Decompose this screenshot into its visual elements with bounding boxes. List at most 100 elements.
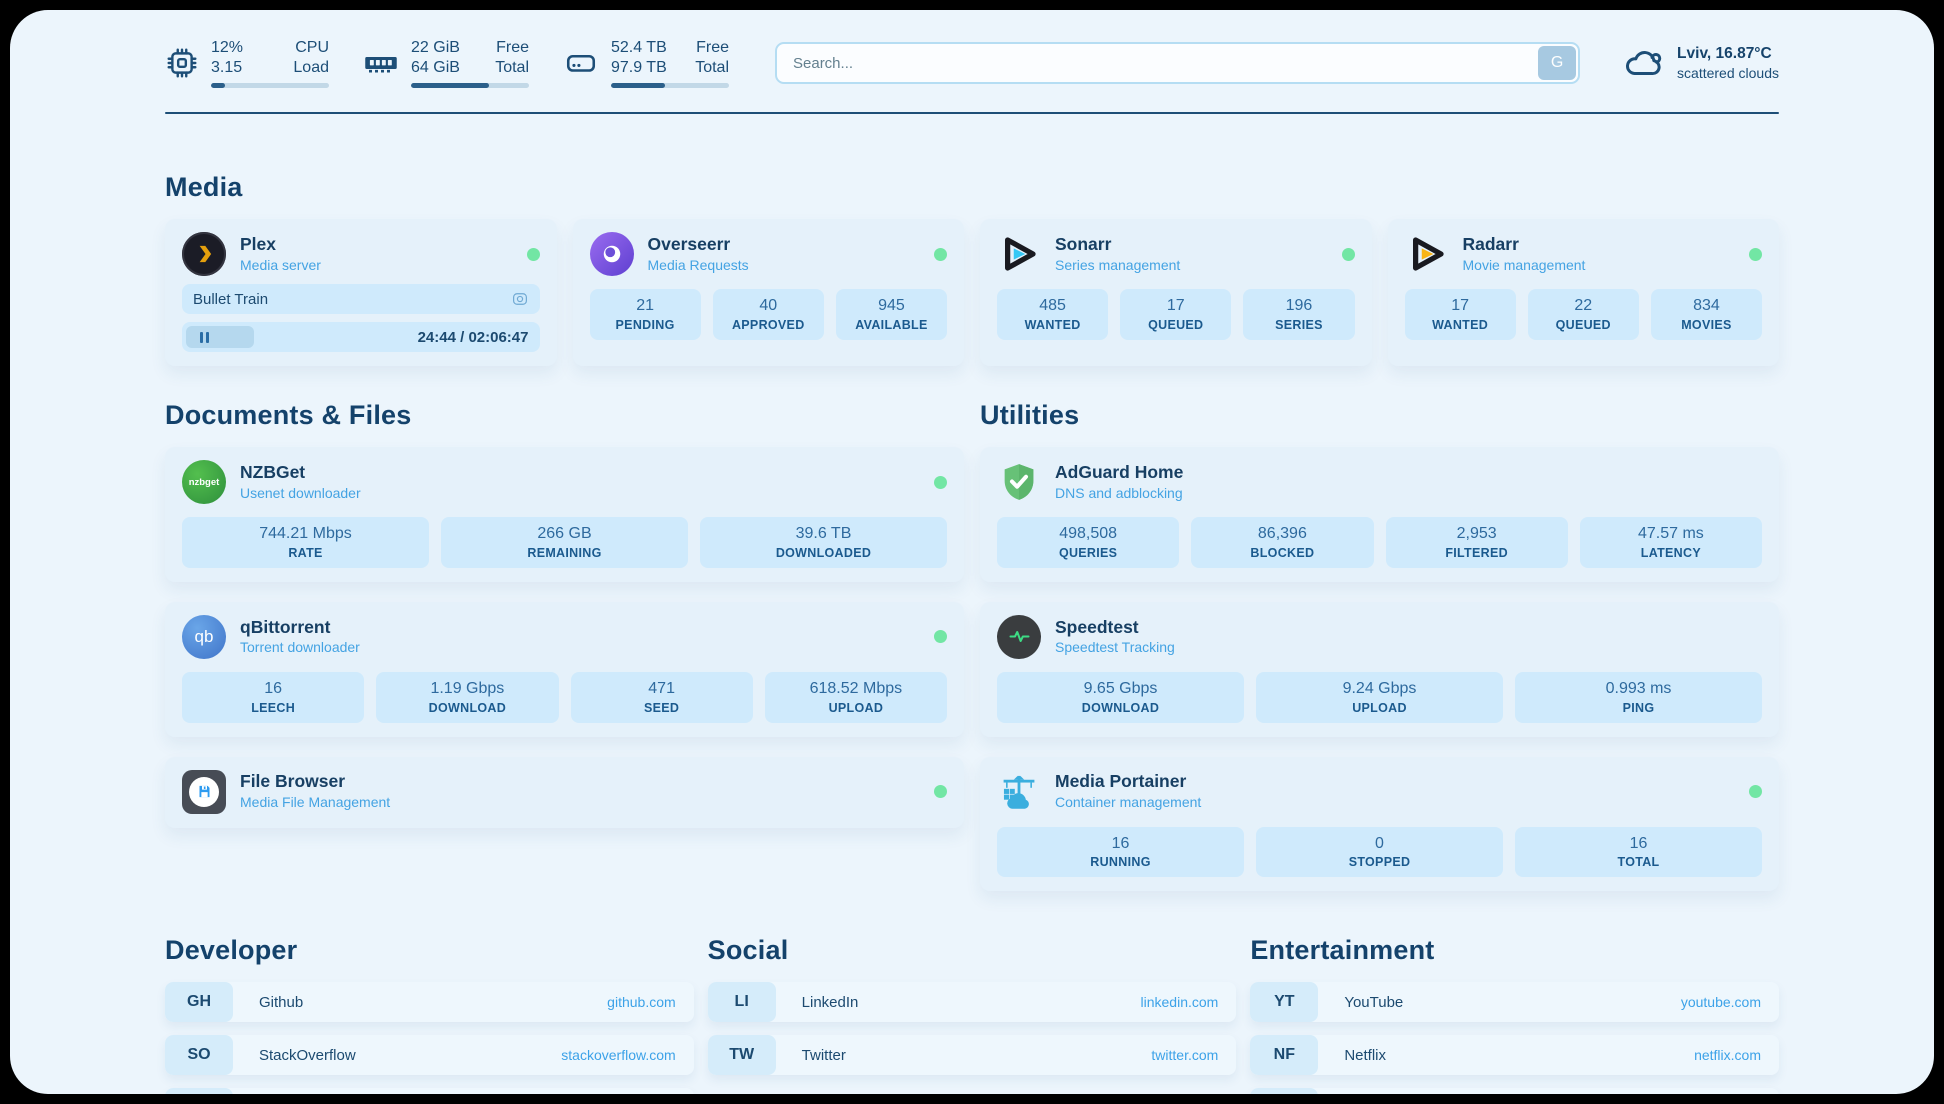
bookmark-name: YouTube xyxy=(1344,993,1404,1011)
stat-wanted: 17 WANTED xyxy=(1404,289,1516,340)
storage-progress-bar xyxy=(611,83,729,89)
status-dot xyxy=(934,630,947,644)
overseerr-name: Overseerr xyxy=(647,233,731,254)
cpu-progress-bar xyxy=(211,83,329,89)
stat-available: 945 AVAILABLE xyxy=(835,289,948,340)
bookmark-abbr: LI xyxy=(707,982,776,1023)
storage-progress-fill xyxy=(611,83,666,89)
weather-condition: scattered clouds xyxy=(1677,65,1779,81)
status-dot xyxy=(934,785,947,799)
bookmark-abbr: RE xyxy=(1250,1088,1319,1094)
stat-upload: 618.52 Mbps UPLOAD xyxy=(764,671,947,723)
plex-name: Plex xyxy=(240,233,276,254)
cpu-progress-fill xyxy=(211,83,226,89)
service-card-overseerr[interactable]: Overseerr Media Requests 21 PENDING 40 A… xyxy=(572,219,964,366)
bookmark-linkedin[interactable]: LI LinkedIn linkedin.com xyxy=(707,982,1237,1023)
service-card-nzbget[interactable]: nzbget NZBGet Usenet downloader 744.21 M… xyxy=(165,447,964,582)
service-card-sonarr[interactable]: Sonarr Series management 485 WANTED 17 Q… xyxy=(980,219,1372,366)
nzbget-icon: nzbget xyxy=(182,460,226,504)
stat-upload: 9.24 Gbps UPLOAD xyxy=(1256,671,1503,723)
stat-queued: 22 QUEUED xyxy=(1527,289,1639,340)
section-title-developer: Developer xyxy=(165,935,298,966)
bookmark-url: netflix.com xyxy=(1694,1047,1761,1064)
radarr-icon xyxy=(1405,232,1449,276)
service-card-filebrowser[interactable]: File Browser Media File Management xyxy=(165,756,964,828)
portainer-subtitle: Container management xyxy=(1055,794,1202,811)
bookmark-abbr: DT xyxy=(165,1088,233,1094)
storage-label-2: Total xyxy=(695,58,729,76)
pause-icon xyxy=(200,331,209,343)
bookmark-abbr: NF xyxy=(1250,1035,1319,1076)
status-dot xyxy=(1749,247,1762,261)
system-widgets: 12% CPU 3.15 Load 22 GiB xyxy=(165,38,729,89)
qbittorrent-name: qBittorrent xyxy=(240,616,331,637)
nzbget-name: NZBGet xyxy=(240,461,306,482)
stat-leech: 16 LEECH xyxy=(182,671,365,723)
header-divider xyxy=(165,112,1779,114)
cpu-label-2: Load xyxy=(293,58,329,76)
stat-pending: 21 PENDING xyxy=(589,289,701,340)
service-card-speedtest[interactable]: Speedtest Speedtest Tracking 9.65 Gbps D… xyxy=(980,601,1779,737)
search-provider-button[interactable]: G xyxy=(1538,46,1577,80)
service-card-adguard[interactable]: AdGuard Home DNS and adblocking 498,508 … xyxy=(980,447,1779,582)
service-card-portainer[interactable]: Media Portainer Container management 16 … xyxy=(980,756,1779,892)
bookmark-url: github.com xyxy=(607,994,676,1011)
service-card-qbittorrent[interactable]: qb qBittorrent Torrent downloader 16 LEE… xyxy=(165,601,964,737)
stat-download: 9.65 Gbps DOWNLOAD xyxy=(997,671,1244,723)
stat-wanted: 485 WANTED xyxy=(997,289,1109,340)
bookmark-stackoverflow[interactable]: SO StackOverflow stackoverflow.com xyxy=(165,1035,694,1076)
stat-queries: 498,508 QUERIES xyxy=(997,517,1180,568)
service-card-plex[interactable]: Plex Media server Bullet Train 24:44 / 0… xyxy=(165,219,557,366)
stat-seed: 471 SEED xyxy=(570,671,753,723)
section-media: Media Plex Media server Bullet Train xyxy=(165,172,1779,366)
overseerr-subtitle: Media Requests xyxy=(647,256,749,273)
now-playing-title: Bullet Train xyxy=(193,290,269,308)
section-title-entertainment: Entertainment xyxy=(1250,935,1435,966)
bookmark-dev[interactable]: DT DEV dev.to xyxy=(165,1088,694,1094)
disk-icon xyxy=(566,54,596,72)
storage-widget: 52.4 TB Free 97.9 TB Total xyxy=(563,38,729,89)
status-dot xyxy=(1341,247,1355,261)
section-title-social: Social xyxy=(707,935,789,966)
qbittorrent-icon: qb xyxy=(182,614,226,659)
memory-total-value: 64 GiB xyxy=(411,58,460,76)
bookmark-reddit[interactable]: RE Reddit reddit.com xyxy=(1250,1088,1779,1094)
bookmark-netflix[interactable]: NF Netflix netflix.com xyxy=(1250,1035,1779,1076)
bookmark-github[interactable]: GH Github github.com xyxy=(165,982,694,1023)
filebrowser-icon xyxy=(182,769,226,814)
bookmark-name: LinkedIn xyxy=(801,993,859,1011)
radarr-subtitle: Movie management xyxy=(1462,256,1586,273)
memory-widget: 22 GiB Free 64 GiB Total xyxy=(363,38,529,89)
section-title-documents: Documents & Files xyxy=(165,400,412,430)
storage-total-value: 97.9 TB xyxy=(611,58,667,76)
stat-running: 16 RUNNING xyxy=(997,826,1244,878)
stat-downloaded: 39.6 TB DOWNLOADED xyxy=(700,517,947,568)
video-icon xyxy=(511,290,529,308)
cpu-widget: 12% CPU 3.15 Load xyxy=(165,38,329,89)
bookmark-twitter[interactable]: TW Twitter twitter.com xyxy=(707,1035,1237,1076)
sonarr-icon xyxy=(997,232,1041,276)
search-input[interactable] xyxy=(775,42,1581,84)
weather-location: Lviv, 16.87°C xyxy=(1677,45,1772,62)
overseerr-icon xyxy=(589,232,634,276)
speedtest-name: Speedtest xyxy=(1055,616,1139,637)
stat-series: 196 SERIES xyxy=(1243,289,1355,340)
memory-label-1: Free xyxy=(496,38,529,56)
nzbget-subtitle: Usenet downloader xyxy=(240,484,361,501)
cpu-usage-value: 12% xyxy=(211,38,244,56)
storage-label-1: Free xyxy=(696,38,729,56)
bookmark-abbr: SO xyxy=(165,1035,233,1076)
bookmark-name: Twitter xyxy=(801,1046,846,1064)
bookmark-name: StackOverflow xyxy=(259,1046,356,1064)
stat-movies: 834 MOVIES xyxy=(1650,289,1763,340)
bookmark-name: Netflix xyxy=(1344,1046,1387,1064)
bookmark-youtube[interactable]: YT YouTube youtube.com xyxy=(1250,982,1779,1023)
service-card-radarr[interactable]: Radarr Movie management 17 WANTED 22 QUE… xyxy=(1387,219,1779,366)
bookmark-abbr: TW xyxy=(707,1035,776,1076)
filebrowser-subtitle: Media File Management xyxy=(240,794,391,811)
dashboard-page: 12% CPU 3.15 Load 22 GiB xyxy=(10,10,1934,1094)
cpu-icon xyxy=(167,48,197,78)
storage-free-value: 52.4 TB xyxy=(611,38,667,56)
search-bar: G xyxy=(775,42,1581,84)
section-title-utilities: Utilities xyxy=(980,400,1080,430)
